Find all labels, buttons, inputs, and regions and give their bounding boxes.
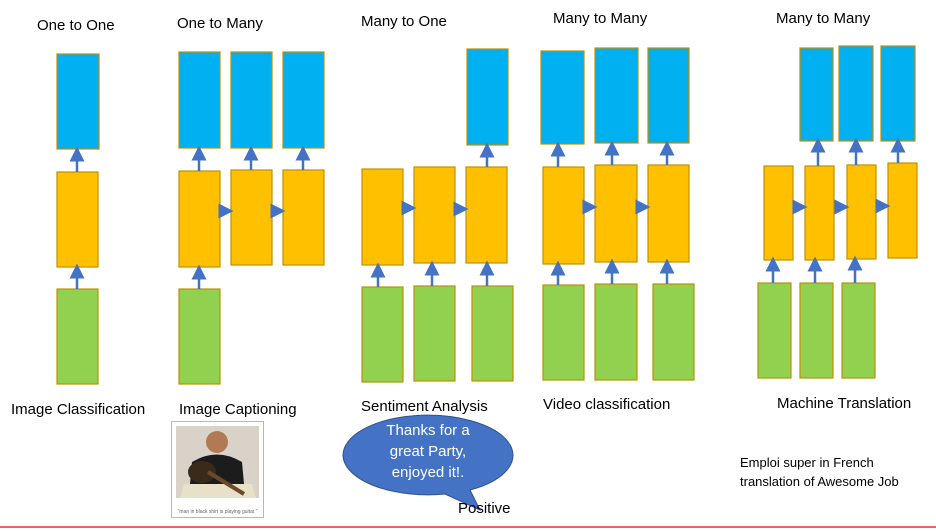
bubble-line: enjoyed it!.: [391, 464, 465, 481]
input-box: [542, 284, 585, 381]
title-one-to-one: One to One: [37, 17, 115, 34]
input-box: [178, 288, 221, 385]
hidden-box: [56, 171, 99, 268]
title-many-to-one: Many to One: [361, 13, 447, 30]
label-image-captioning: Image Captioning: [179, 401, 297, 418]
input-box: [799, 282, 834, 379]
hidden-box: [413, 166, 456, 264]
hidden-box: [230, 169, 273, 266]
title-many-to-many-2: Many to Many: [776, 10, 871, 27]
photo-image: [176, 426, 259, 498]
label-image-classification: Image Classification: [11, 401, 146, 418]
input-box: [471, 285, 514, 382]
many-to-one-diagram: [361, 48, 514, 383]
output-box: [838, 45, 874, 142]
title-many-to-many-1: Many to Many: [553, 10, 648, 27]
many-to-many-translation-diagram: [757, 45, 918, 379]
bubble-line: Thanks for a: [386, 422, 470, 439]
one-to-many-diagram: [178, 51, 325, 385]
hidden-box: [178, 170, 221, 268]
output-box: [230, 51, 273, 149]
bubble-text: Thanks for a great Party, enjoyed it!.: [345, 420, 511, 483]
hidden-box: [763, 165, 794, 261]
output-box: [647, 47, 690, 144]
label-sentiment-analysis: Sentiment Analysis: [361, 398, 488, 415]
sentiment-result: Positive: [458, 500, 511, 517]
input-box: [841, 282, 876, 379]
input-box: [361, 286, 404, 383]
hidden-box: [647, 164, 690, 263]
title-one-to-many: One to Many: [177, 15, 263, 32]
hidden-box: [804, 165, 835, 261]
one-to-one-diagram: [56, 53, 100, 385]
translation-note: Emploi super in French translation of Aw…: [740, 453, 899, 491]
input-box: [652, 283, 695, 381]
guitar-photo: "man in black shirt is playing guitar.": [171, 421, 264, 518]
bubble-line: great Party,: [389, 443, 467, 460]
output-box: [56, 53, 100, 150]
hidden-box: [465, 166, 508, 264]
hidden-box: [594, 164, 638, 263]
label-video-classification: Video classification: [543, 396, 671, 413]
translation-line: Emploi super in French: [740, 455, 874, 470]
label-machine-translation: Machine Translation: [777, 395, 912, 412]
output-box: [799, 47, 834, 142]
many-to-many-video-diagram: [540, 47, 695, 381]
speech-bubble: [342, 414, 514, 512]
photo-caption: "man in black shirt is playing guitar.": [177, 509, 258, 515]
hidden-box: [282, 169, 325, 266]
output-box: [282, 51, 325, 149]
output-box: [540, 50, 585, 145]
hidden-box: [542, 166, 585, 265]
hidden-box: [887, 162, 918, 259]
output-box: [178, 51, 221, 149]
input-box: [594, 283, 638, 381]
input-box: [757, 282, 792, 379]
hidden-box: [361, 168, 404, 266]
input-box: [413, 285, 456, 382]
hidden-box: [846, 164, 877, 260]
input-box: [56, 288, 99, 385]
output-box: [880, 45, 916, 142]
output-box: [466, 48, 509, 146]
output-box: [594, 47, 639, 144]
translation-line: translation of Awesome Job: [740, 474, 899, 489]
